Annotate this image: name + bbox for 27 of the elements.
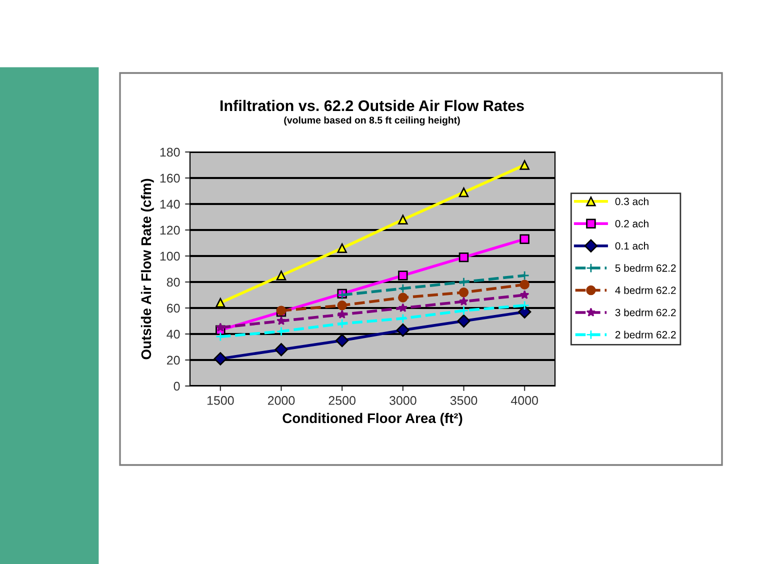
legend-label: 4 bedrm 62.2 bbox=[615, 286, 676, 294]
y-tick-label: 100 bbox=[160, 252, 180, 261]
y-axis-title: Outside Air Flow Rate (cfm) bbox=[140, 178, 154, 360]
y-tick-label: 180 bbox=[160, 148, 180, 157]
x-tick-label: 2500 bbox=[328, 396, 356, 405]
y-tick-label: 140 bbox=[160, 200, 180, 209]
x-tick-label: 3500 bbox=[450, 396, 478, 405]
legend-label: 0.2 ach bbox=[615, 220, 648, 228]
y-tick-label: 40 bbox=[166, 330, 180, 339]
y-tick-label: 60 bbox=[167, 304, 180, 313]
legend-label: 0.3 ach bbox=[615, 198, 648, 206]
y-tick-label: 80 bbox=[166, 278, 180, 287]
legend-label: 5 bedrm 62.2 bbox=[615, 264, 676, 272]
x-tick-label: 3000 bbox=[389, 396, 416, 405]
y-tick-label: 160 bbox=[160, 174, 180, 183]
x-tick-label: 4000 bbox=[510, 396, 538, 405]
legend-label: 3 bedrm 62.2 bbox=[615, 308, 676, 316]
legend-label: 0.1 ach bbox=[615, 242, 648, 250]
y-tick-label: 0 bbox=[174, 382, 180, 391]
y-tick-label: 20 bbox=[167, 356, 180, 365]
x-tick-label: 1500 bbox=[207, 396, 234, 405]
chart-subtitle: (volume based on 8.5 ft ceiling height) bbox=[284, 116, 460, 126]
y-tick-label: 120 bbox=[160, 226, 180, 235]
legend-label: 2 bedrm 62.2 bbox=[615, 330, 676, 338]
chart-title: Infiltration vs. 62.2 Outside Air Flow Rates bbox=[220, 100, 524, 112]
x-tick-label: 2000 bbox=[268, 396, 295, 405]
x-axis-title: Conditioned Floor Area (ft²) bbox=[282, 412, 462, 426]
